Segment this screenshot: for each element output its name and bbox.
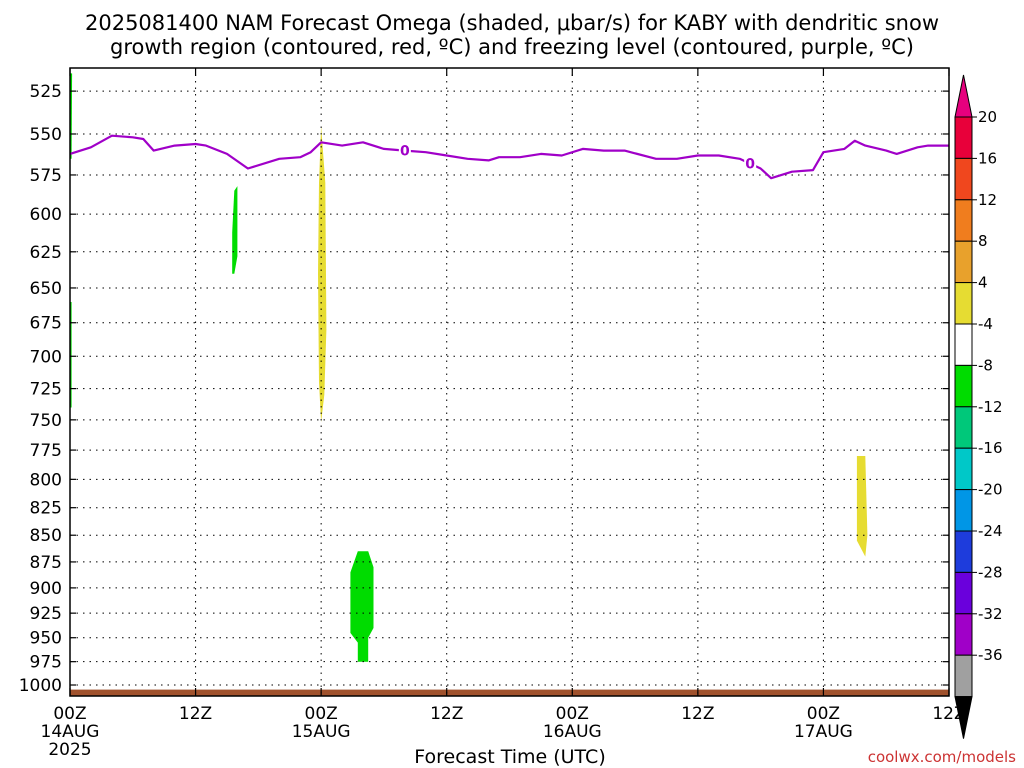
x-tick-label: 12Z (430, 704, 463, 724)
colorbar-swatch (954, 613, 973, 656)
colorbar-tick-label: -12 (978, 398, 1003, 416)
y-tick-label: 875 (30, 553, 62, 573)
colorbar-tick-label: -20 (978, 481, 1003, 499)
freezing-level-line (70, 134, 949, 180)
chart-title-line-2: growth region (contoured, red, ºC) and f… (110, 35, 914, 59)
y-tick-label: 725 (30, 380, 62, 400)
y-tick-label: 750 (30, 411, 62, 431)
colorbar-tick-label: 4 (978, 274, 988, 292)
y-tick-label: 550 (30, 125, 62, 145)
y-tick-label: 700 (30, 347, 62, 367)
colorbar-swatch (954, 406, 973, 449)
freezing-label-bg (744, 155, 757, 172)
x-tick-label: 00Z (305, 704, 338, 724)
colorbar-tick-label: -16 (978, 439, 1003, 457)
y-tick-label: 675 (30, 314, 62, 334)
colorbar-swatch (954, 240, 973, 284)
terrain-ground (70, 689, 949, 696)
x-tick-label: 00Z (807, 704, 840, 724)
y-tick-label: 925 (30, 604, 62, 624)
x-tick-label: 12Z (179, 704, 212, 724)
colorbar-swatch (954, 323, 973, 366)
colorbar-tick-label: 16 (978, 149, 997, 167)
colorbar-swatch (954, 654, 973, 698)
x-tick-date-label: 17AUG (794, 722, 853, 742)
terrain-layer (70, 689, 949, 696)
colorbar-swatch (954, 199, 973, 242)
colorbar-legend: 20 16 12 8 4 -4 -8 -12 -16 -20 -24 -28 -32 -36 (954, 74, 1003, 739)
colorbar-tick-label: -4 (978, 315, 993, 333)
x-tick-label: 12Z (681, 704, 714, 724)
x-tick-year-label: 2025 (48, 740, 91, 760)
colorbar-swatch (954, 282, 973, 325)
y-tick-label: 950 (30, 629, 62, 649)
freezing-level-layer: 00 (70, 134, 949, 180)
colorbar-tick-label: -24 (978, 522, 1003, 540)
y-tick-label: 825 (30, 499, 62, 519)
freezing-level-label: 0 (745, 157, 755, 173)
y-axis: 525 550 575 600 625 650 675 700 725 750 775 800 825 8… (19, 82, 949, 696)
colorbar-swatch (954, 447, 973, 491)
freezing-level-label: 0 (400, 144, 410, 160)
colorbar-swatch (954, 489, 973, 532)
x-tick-label: 00Z (53, 704, 86, 724)
colorbar-tick-label: -8 (978, 356, 993, 374)
colorbar-swatch (954, 157, 973, 201)
omega-region-5 (350, 551, 374, 662)
x-axis-title: Forecast Time (UTC) (414, 746, 605, 768)
colorbar-tick-label: -28 (978, 563, 1003, 581)
plot-frame (69, 67, 950, 697)
colorbar-swatch (954, 116, 973, 159)
y-tick-label: 625 (30, 243, 62, 263)
omega-region-4 (318, 125, 327, 423)
omega-region-6 (856, 456, 868, 557)
colorbar-swatch (954, 530, 973, 573)
y-tick-label: 850 (30, 526, 62, 546)
y-tick-label: 1000 (19, 676, 62, 696)
y-tick-label: 900 (30, 579, 62, 599)
x-tick-date-label: 14AUG (41, 722, 100, 742)
y-tick-label: 575 (30, 166, 62, 186)
colorbar-bottom-arrow (954, 696, 973, 739)
colorbar-tick-label: 20 (978, 108, 997, 126)
y-tick-label: 525 (30, 82, 62, 102)
colorbar-swatch (954, 571, 973, 615)
colorbar-tick-label: 8 (978, 232, 988, 250)
freezing-label-bg (398, 142, 411, 159)
colorbar-swatch (954, 364, 973, 408)
credit-text: coolwx.com/models (868, 748, 1016, 766)
y-tick-label: 800 (30, 470, 62, 490)
y-tick-label: 600 (30, 205, 62, 225)
y-tick-label: 775 (30, 441, 62, 461)
colorbar-tick-label: 12 (978, 191, 997, 209)
y-tick-label: 975 (30, 653, 62, 673)
chart-title-line-1: 2025081400 NAM Forecast Omega (shaded, μ… (85, 11, 939, 35)
colorbar-tick-label: -36 (978, 646, 1003, 664)
colorbar-top-arrow (954, 74, 973, 118)
x-tick-date-label: 15AUG (292, 722, 351, 742)
omega-region-3 (232, 186, 238, 274)
x-tick-label: 00Z (556, 704, 589, 724)
colorbar-tick-label: -32 (978, 605, 1003, 623)
y-tick-label: 650 (30, 279, 62, 299)
x-tick-date-label: 16AUG (543, 722, 602, 742)
